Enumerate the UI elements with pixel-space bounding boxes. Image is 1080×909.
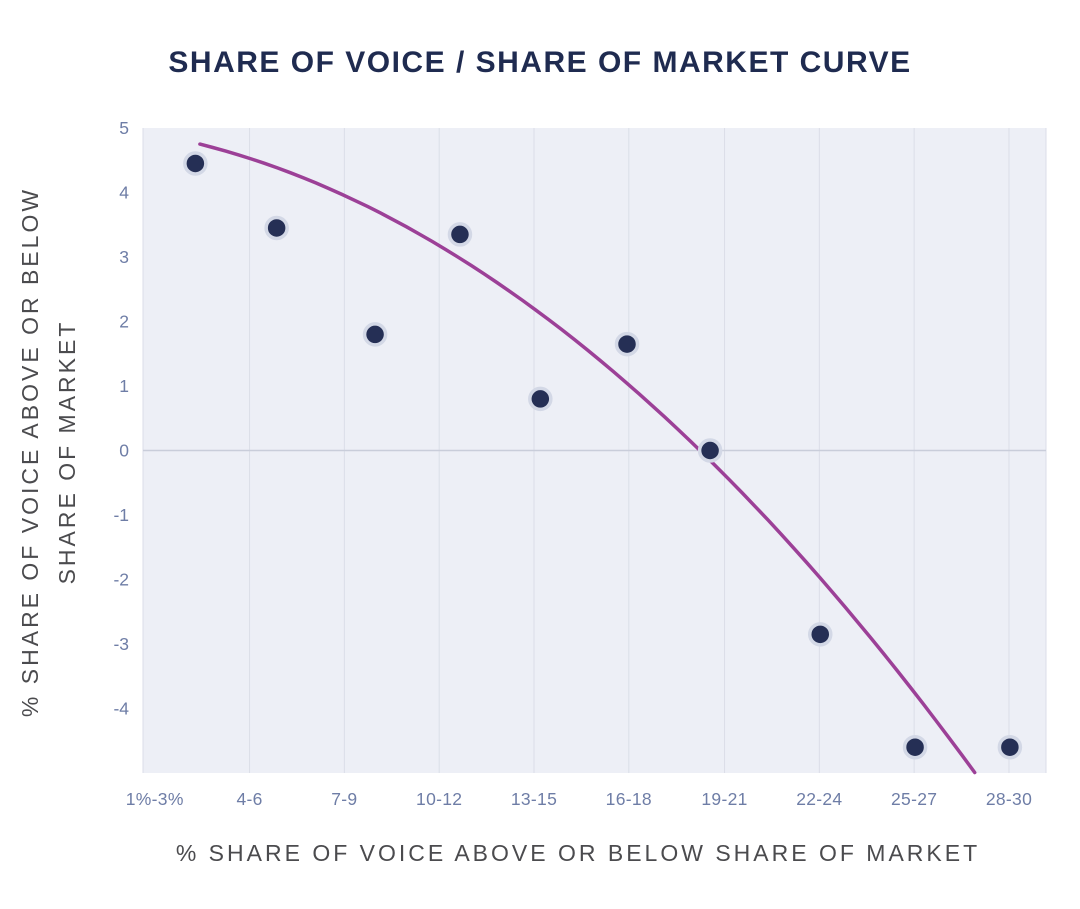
y-tick-label: 1 [119, 376, 129, 396]
y-axis-title-line-1: % SHARE OF VOICE ABOVE OR BELOW [17, 186, 43, 718]
x-tick-label: 10-12 [416, 789, 462, 809]
trend-curve [198, 142, 977, 775]
scatter-point [902, 734, 928, 760]
y-axis-title-line-2: SHARE OF MARKET [54, 319, 80, 585]
y-tick-label: -1 [113, 505, 129, 525]
x-axis-title: % SHARE OF VOICE ABOVE OR BELOW SHARE OF… [175, 840, 981, 866]
scatter-point [697, 438, 723, 463]
x-tick-label: 1%-3% [126, 789, 184, 809]
x-tick-label: 19-21 [701, 789, 747, 809]
scatter-point [997, 734, 1023, 760]
y-tick-label: -3 [113, 634, 129, 654]
scatter-point [183, 151, 208, 176]
y-tick-label: -2 [113, 570, 129, 590]
scatter-point [447, 222, 473, 247]
x-tick-label: 7-9 [331, 789, 357, 809]
scatter-plot: 5 4 3 2 1 0 -1 -2 -3 -4 1%-3% 4-6 7-9 10-12 13-15 16-18… [113, 118, 1047, 809]
scatter-point [528, 386, 553, 412]
y-tick-label: 0 [119, 441, 129, 461]
scatter-point [614, 331, 640, 357]
y-tick-label: 4 [119, 183, 129, 203]
x-tick-label: 22-24 [796, 789, 842, 809]
x-tick-label: 16-18 [606, 789, 652, 809]
y-tick-label: 3 [119, 247, 129, 267]
scatter-point [264, 215, 289, 241]
x-tick-label: 28-30 [986, 789, 1032, 809]
x-tick-label: 25-27 [891, 789, 937, 809]
y-tick-label: 5 [119, 118, 129, 138]
chart-title: SHARE OF VOICE / SHARE OF MARKET CURVE [168, 46, 912, 79]
y-tick-label: 2 [119, 312, 129, 332]
scatter-point [808, 622, 833, 647]
x-tick-label: 4-6 [236, 789, 262, 809]
y-tick-label: -4 [113, 699, 129, 719]
y-axis-title: % SHARE OF VOICE ABOVE OR BELOW SHARE OF… [12, 102, 92, 802]
x-tick-label: 13-15 [511, 789, 557, 809]
scatter-point [362, 322, 388, 347]
